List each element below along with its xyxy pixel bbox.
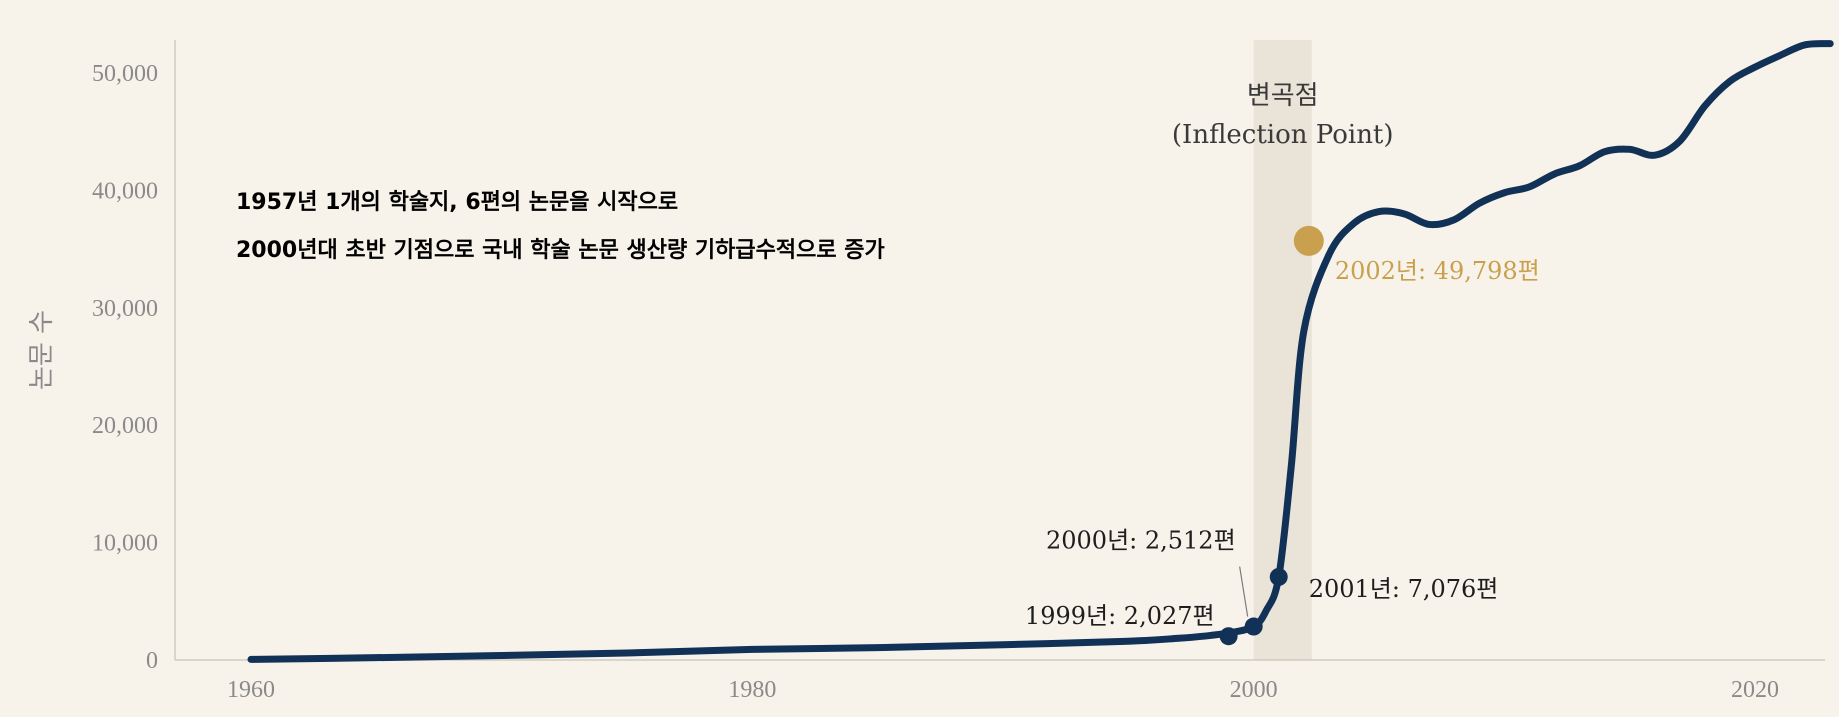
- inflection-label-english: (Inflection Point): [1172, 120, 1394, 150]
- x-tick-label: 1960: [227, 677, 275, 703]
- y-tick-label: 20,000: [92, 413, 158, 439]
- inflection-label-korean: 변곡점: [1247, 81, 1319, 111]
- x-tick-label: 2000: [1230, 677, 1278, 703]
- data-point: [1269, 567, 1288, 586]
- annotation-label: 1999년: 2,027편: [1025, 602, 1215, 630]
- annotation-label: 2001년: 7,076편: [1309, 575, 1499, 603]
- x-tick-label: 2020: [1731, 677, 1779, 703]
- annotation-label: 2002년: 49,798편: [1335, 257, 1540, 285]
- highlight-point: [1293, 225, 1324, 256]
- annotation-leader: [1239, 566, 1249, 617]
- y-tick-label: 0: [146, 648, 158, 674]
- y-tick-label: 50,000: [92, 61, 158, 87]
- data-point: [1219, 627, 1238, 646]
- x-tick-label: 1980: [728, 677, 776, 703]
- caption-line-1: 1957년 1개의 학술지, 6편의 논문을 시작으로: [236, 190, 678, 215]
- y-tick-label: 10,000: [92, 531, 158, 557]
- caption-line-2: 2000년대 초반 기점으로 국내 학술 논문 생산량 기하급수적으로 증가: [236, 238, 885, 263]
- y-tick-label: 40,000: [92, 178, 158, 204]
- annotation-label: 2000년: 2,512편: [1046, 527, 1236, 555]
- y-tick-label: 30,000: [92, 296, 158, 322]
- y-axis-title: 논문 수: [27, 310, 57, 390]
- data-point: [1244, 617, 1263, 636]
- series-line: [247, 40, 1834, 663]
